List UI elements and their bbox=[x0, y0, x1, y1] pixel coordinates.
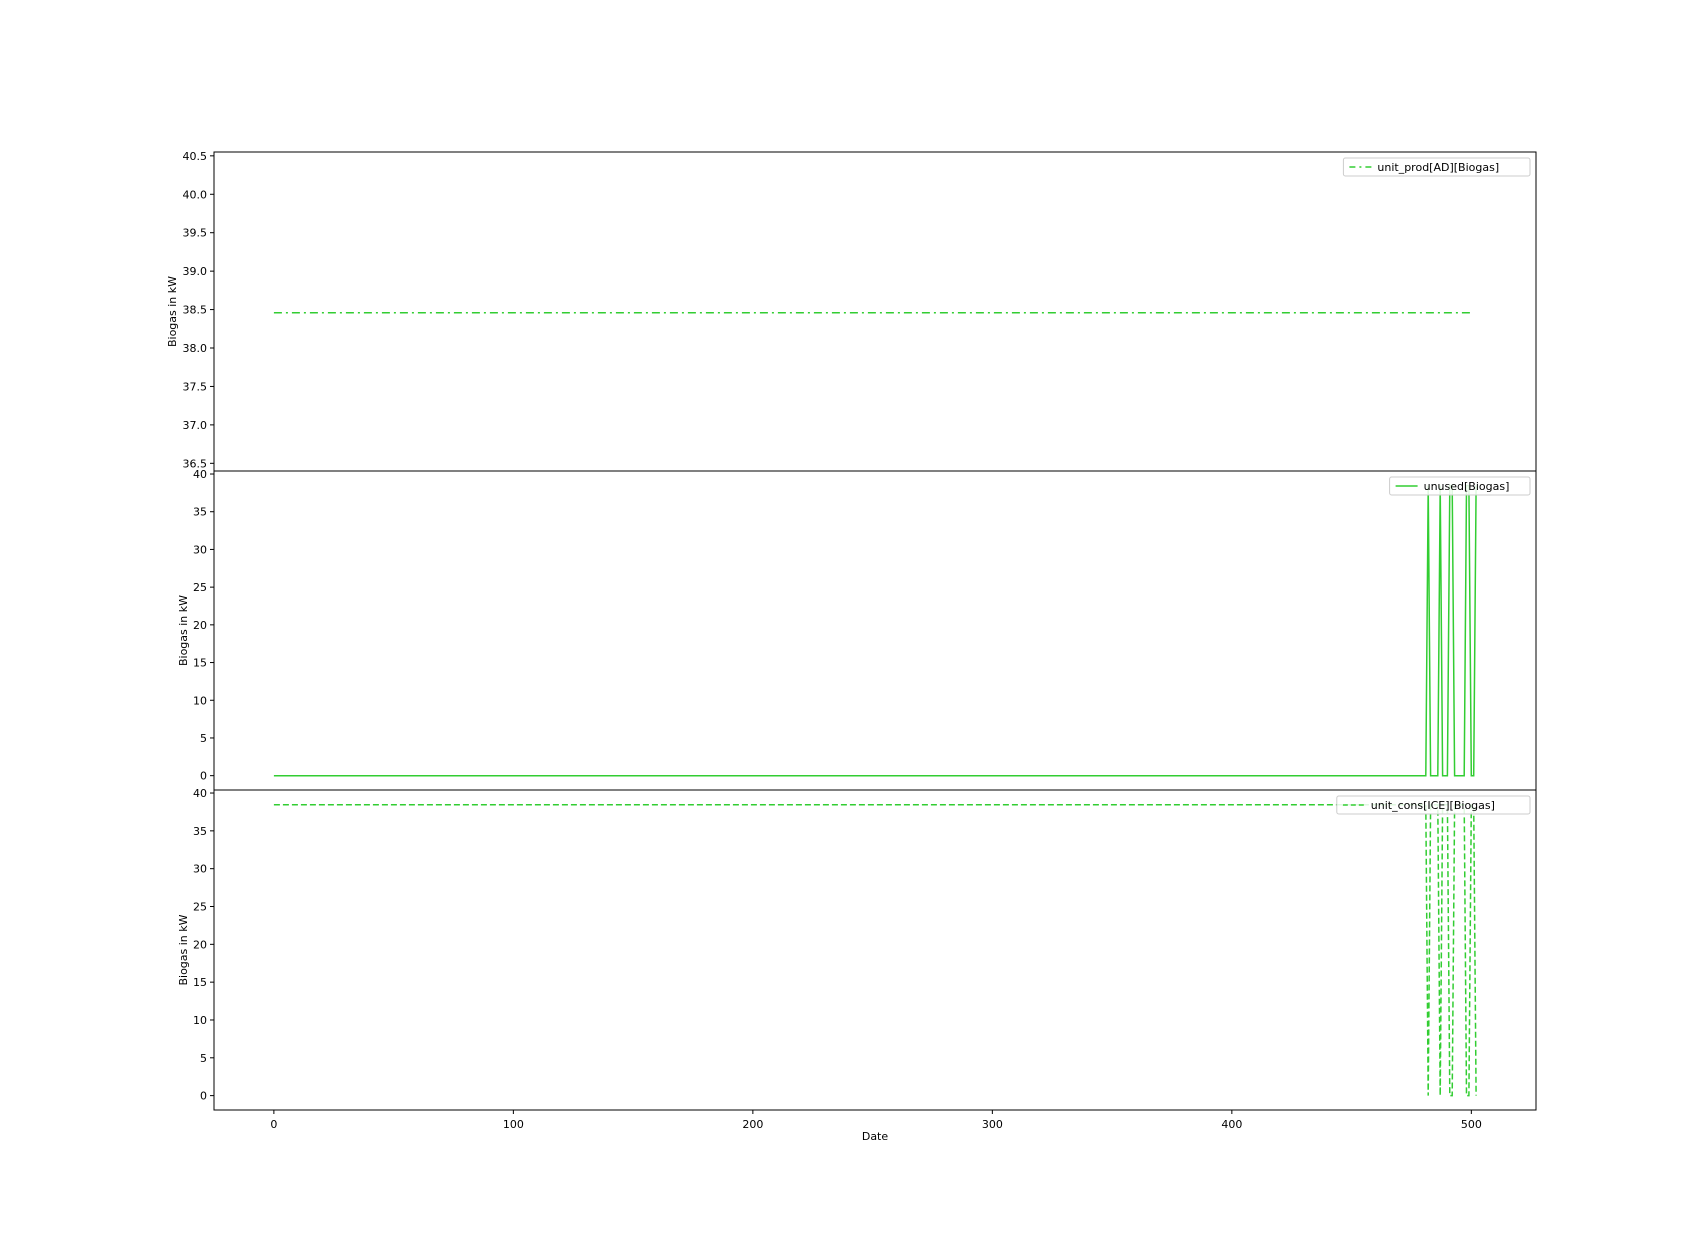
legend-box bbox=[1336, 795, 1531, 815]
y-tick-label: 15 bbox=[193, 657, 207, 670]
x-tick-label: 200 bbox=[742, 1118, 763, 1131]
y-tick-label: 40.5 bbox=[183, 150, 208, 163]
legend-label: unit_prod[AD][Biogas] bbox=[1377, 161, 1499, 174]
legend: unit_cons[ICE][Biogas] bbox=[1336, 795, 1531, 815]
subplot-2: 0 5 10 15 20 25 30 35 40 Biogas in kW unused[Bioga… bbox=[177, 468, 1537, 791]
y-tick-label: 10 bbox=[193, 1014, 207, 1027]
y-tick-label: 15 bbox=[193, 976, 207, 989]
legend-box bbox=[1342, 157, 1531, 177]
y-tick-label: 30 bbox=[193, 543, 207, 556]
y-tick-label: 20 bbox=[193, 938, 207, 951]
series-line-2-1 bbox=[273, 484, 1477, 777]
y-tick-label: 35 bbox=[193, 825, 207, 838]
y-tick-label: 39.5 bbox=[183, 227, 208, 240]
legend-label: unit_cons[ICE][Biogas] bbox=[1371, 799, 1495, 812]
y-tick-label: 20 bbox=[193, 619, 207, 632]
y-tick-label: 0 bbox=[200, 770, 207, 783]
y-tick-label: 25 bbox=[193, 581, 207, 594]
x-tick-label: 500 bbox=[1461, 1118, 1482, 1131]
y-axis-label: Biogas in kW bbox=[166, 276, 179, 347]
y-axis-label: Biogas in kW bbox=[177, 914, 190, 985]
y-tick-label: 10 bbox=[193, 694, 207, 707]
y-tick-label: 5 bbox=[200, 1052, 207, 1065]
y-tick-label: 40 bbox=[193, 468, 207, 481]
x-tick-label: 300 bbox=[982, 1118, 1003, 1131]
y-tick-label: 37.5 bbox=[183, 380, 208, 393]
subplot-3: 0 5 10 15 20 25 30 35 40 Biogas in kW unit_cons[IC… bbox=[177, 787, 1537, 1111]
y-tick-label: 0 bbox=[200, 1090, 207, 1103]
y-tick-label: 35 bbox=[193, 506, 207, 519]
x-tick-label: 400 bbox=[1221, 1118, 1242, 1131]
y-tick-label: 40 bbox=[193, 787, 207, 800]
axes-frame bbox=[213, 470, 1537, 791]
x-tick-label: 0 bbox=[270, 1118, 277, 1131]
y-tick-label: 38.0 bbox=[183, 342, 208, 355]
y-tick-label: 40.0 bbox=[183, 188, 208, 201]
axes-frame bbox=[213, 151, 1537, 472]
y-tick-label: 5 bbox=[200, 732, 207, 745]
legend: unit_prod[AD][Biogas] bbox=[1342, 157, 1531, 177]
y-tick-label: 25 bbox=[193, 901, 207, 914]
series-line-3-1 bbox=[273, 803, 1477, 1097]
x-tick-label: 100 bbox=[503, 1118, 524, 1131]
y-tick-label: 39.0 bbox=[183, 265, 208, 278]
y-tick-label: 36.5 bbox=[183, 457, 208, 470]
x-axis-label: Date bbox=[862, 1130, 889, 1143]
subplot-1: 36.5 37.0 37.5 38.0 38.5 39.0 39.5 40.0 40.5 Biog… bbox=[166, 150, 1537, 472]
y-axis-label: Biogas in kW bbox=[177, 595, 190, 666]
legend: unused[Biogas] bbox=[1389, 476, 1531, 496]
y-tick-label: 37.0 bbox=[183, 419, 208, 432]
y-tick-label: 30 bbox=[193, 863, 207, 876]
axes-frame bbox=[213, 789, 1537, 1111]
legend-box bbox=[1389, 476, 1531, 496]
y-tick-label: 38.5 bbox=[183, 304, 208, 317]
legend-label: unused[Biogas] bbox=[1424, 480, 1510, 493]
